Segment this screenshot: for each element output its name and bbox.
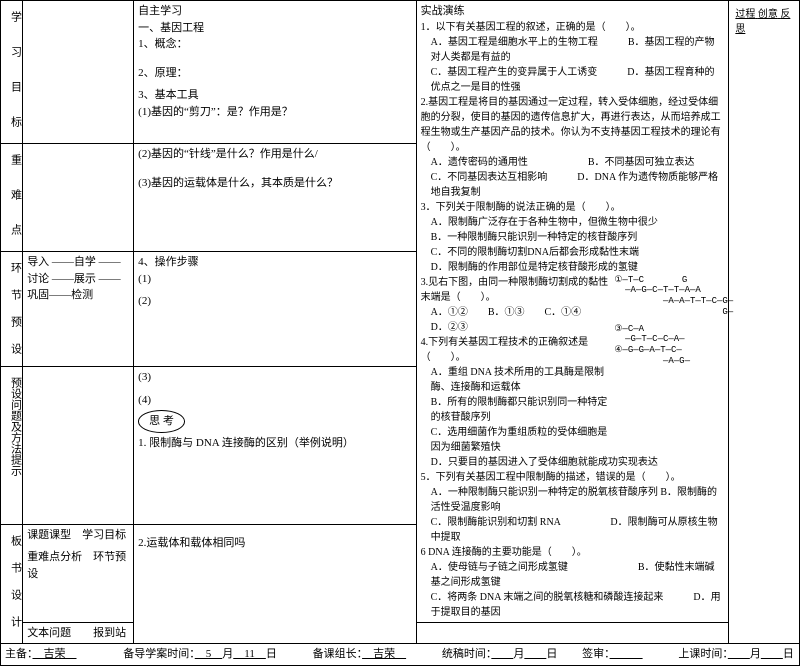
mid-s1: (1) (138, 271, 411, 288)
note-b: 创意 (758, 9, 778, 20)
q6: 5．下列有关基因工程中限制酶的描述，错误的是（ ）。 (421, 470, 725, 485)
mid-block-1: 自主学习 一、基因工程 1、概念： 2、原理： 3、基本工具 (1)基因的“剪刀… (134, 1, 416, 144)
mid-m2: 2.运载体和载体相同吗 (138, 535, 411, 552)
f-bv: 5 (195, 648, 223, 660)
q7: 6 DNA 连接酶的主要功能是（ ）。 (421, 545, 725, 560)
q4: 3.见右下图，由同一种限制酶切割成的黏性末端是（ ）。 (421, 275, 611, 305)
q7b: C．将两条 DNA 末端之间的脱氧核糖和磷酸连接起来 D．用于提取目的基因 (421, 590, 725, 620)
dna-2: ③—C—A —G—T—C—C—A— ④—G—G—A—T—C— —A—G— (614, 324, 724, 367)
sub-b1-t: 课题课型 学习目标 (27, 527, 129, 544)
q4o: A．①② B．①③ C．①④ D．②③ (421, 305, 611, 335)
q6a: A．一种限制酶只能识别一种特定的脱氧核苷酸序列 B．限制酶的活性受温度影响 (421, 485, 725, 515)
f-bd: 日 (266, 648, 277, 660)
q1: 1．以下有关基因工程的叙述，正确的是（ ）。 (421, 20, 725, 35)
sub-empty-4 (23, 367, 134, 525)
sub-b3: 文本问题 报到站 (23, 622, 134, 644)
right-empty (416, 622, 729, 644)
f-a: 主备： (5, 648, 33, 660)
mid-c2: 2、原理： (138, 65, 411, 82)
q3d: D．限制酶的作用部位是特定核苷酸形成的氢键 (421, 260, 725, 275)
sub-empty-2 (23, 144, 134, 252)
f-cv: 吉荣 (362, 648, 406, 660)
row-label-5: 板 书 设 计 (5, 527, 26, 637)
f-d: 统稿时间： (442, 648, 492, 660)
right-h: 实战演练 (421, 3, 725, 20)
sub-b1: 课题课型 学习目标 重难点分析 环节预设 (23, 524, 134, 622)
f-c: 备课组长： (313, 648, 363, 660)
row-label-1: 学 习 目 标 (5, 3, 26, 141)
mid-block-4: (3) (4) 思 考 1. 限制酶与 DNA 连接酶的区别（举例说明） (134, 367, 416, 525)
dna-1: ①—T—C G —A—G—C—T—T—A—A —A—A—T—T—C—G— G— (614, 275, 724, 318)
f-bm: 月 (222, 648, 233, 660)
row-label-3: 环 节 预 设 (5, 254, 26, 364)
q3c: C．不同的限制酶切割DNA后都会形成黏性末端 (421, 245, 725, 260)
row-label-4: 预设问题及方法提示 (5, 369, 26, 484)
q7a: A．使母链与子链之间形成氢键 B．使黏性末端碱基之间形成氢键 (421, 560, 725, 590)
q2: 2.基因工程是将目的基因通过一定过程，转入受体细胞，经过受体细胞的分裂，使目的基… (421, 95, 725, 155)
f-av: 吉荣 (33, 648, 77, 660)
q1a: A．基因工程是细胞水平上的生物工程 B．基因工程的产物对人类都是有益的 (421, 35, 725, 65)
mid-s3: (3) (138, 369, 411, 386)
note-a: 过程 (735, 9, 755, 20)
f-b: 备导学案时间： (123, 648, 195, 660)
sub-env: 导入 ——自学 ——讨论 ——展示 ——巩固——检测 (23, 252, 134, 367)
q6b: C．限制酶能识别和切割 RNA D．限制酶可从原核生物中提取 (421, 515, 725, 545)
f-e: 月 (513, 648, 524, 660)
f-i: 月 (750, 648, 761, 660)
q3a: A．限制酶广泛存在于各种生物中，但微生物中很少 (421, 215, 725, 230)
q5a: A．重组 DNA 技术所用的工具酶是限制酶、连接酶和运载体 (421, 365, 611, 395)
mid-s4: (4) (138, 392, 411, 409)
mid-s2: (2) (138, 293, 411, 310)
mid-block-2: (2)基因的“针线”是什么？作用是什么/ (3)基因的运载体是什么，其本质是什么… (134, 144, 416, 252)
row-label-2: 重 难 点 (5, 146, 26, 249)
footer-row: 主备： 吉荣 备导学案时间： 5 月 11 日 备课组长： 吉荣 统稿时间： 月… (1, 644, 800, 666)
mid-h1: 自主学习 (138, 3, 411, 20)
q2a: A．遗传密码的通用性 B．不同基因可独立表达 (421, 155, 725, 170)
q3b: B．一种限制酶只能识别一种特定的核苷酸序列 (421, 230, 725, 245)
mid-h2: 一、基因工程 (138, 20, 411, 37)
mid-block-5: 2.运载体和载体相同吗 (134, 524, 416, 644)
sub-b2-t: 重难点分析 环节预设 (27, 549, 129, 582)
mid-block-3: 4、操作步骤 (1) (2) (134, 252, 416, 367)
think-bubble: 思 考 (138, 410, 185, 433)
mid-m1: 1. 限制酶与 DNA 连接酶的区别（举例说明） (138, 435, 411, 452)
mid-c7: 4、操作步骤 (138, 254, 411, 271)
f-h: 上课时间： (678, 648, 728, 660)
mid-c6: (3)基因的运载体是什么，其本质是什么？ (138, 175, 411, 192)
mid-c5: (2)基因的“针线”是什么？作用是什么/ (138, 146, 411, 163)
f-g: 签审： (582, 648, 610, 660)
mid-c4: (1)基因的“剪刀”：是？作用是？ (138, 104, 411, 121)
q5b: B．所有的限制酶都只能识别同一种特定的核苷酸序列 (421, 395, 611, 425)
q2b: C．不同基因表达互相影响 D．DNA 作为遗传物质能够严格地自我复制 (421, 170, 725, 200)
f-j: 日 (783, 648, 794, 660)
f-f: 日 (546, 648, 557, 660)
sub-empty-1 (23, 1, 134, 144)
right-block: 实战演练 1．以下有关基因工程的叙述，正确的是（ ）。 A．基因工程是细胞水平上… (416, 1, 729, 623)
mid-c1: 1、概念： (138, 36, 411, 53)
note-links: 过程 创意 反思 (733, 3, 795, 41)
q5c: C．选用细菌作为重组质粒的受体细胞是因为细菌繁殖快 (421, 425, 611, 455)
q1b: C．基因工程产生的变异属于人工诱变 D．基因工程育种的优点之一是目的性强 (421, 65, 725, 95)
q3: 3．下列关于限制酶的说法正确的是（ ）。 (421, 200, 725, 215)
mid-c3: 3、基本工具 (138, 87, 411, 104)
q5: 4.下列有关基因工程技术的正确叙述是（ ）。 (421, 335, 611, 365)
q5d: D．只要目的基因进入了受体细胞就能成功实现表达 (421, 455, 725, 470)
f-bv2: 11 (233, 648, 266, 660)
